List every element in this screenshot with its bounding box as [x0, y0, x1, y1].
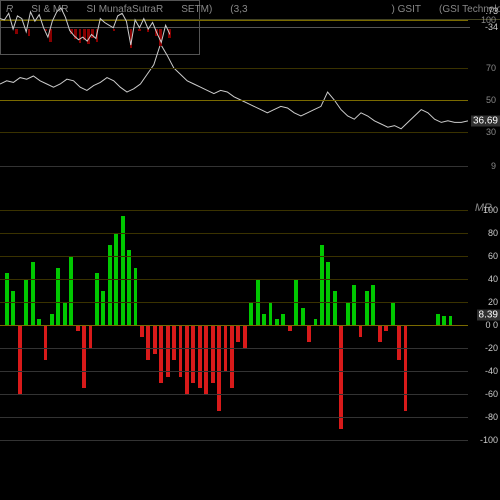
mr-ytick: 40: [488, 274, 498, 284]
mini-line: [0, 0, 170, 53]
rsi-ytick: 30: [486, 127, 496, 137]
mr-ytick: 80: [488, 228, 498, 238]
mr-ytick: -100: [480, 435, 498, 445]
mr-ytick: -40: [485, 366, 498, 376]
mr-ytick: -80: [485, 412, 498, 422]
mr-ytick: 60: [488, 251, 498, 261]
rsi-ytick: 9: [491, 161, 496, 171]
mini-panel: .73 -34: [0, 0, 200, 55]
mr-ytick: 20: [488, 297, 498, 307]
rsi-value-tag: 36.69: [471, 116, 500, 127]
mr-ytick: -20: [485, 343, 498, 353]
mini-bars: [2, 2, 470, 498]
mini-tag-bot: -34: [483, 22, 500, 32]
rsi-ytick: 50: [486, 95, 496, 105]
mini-tag-top: .73: [483, 6, 500, 16]
mr-ytick: -60: [485, 389, 498, 399]
rsi-ytick: 70: [486, 63, 496, 73]
mr-ytick: 100: [483, 205, 498, 215]
mr-ytick: 0 0: [485, 320, 498, 330]
